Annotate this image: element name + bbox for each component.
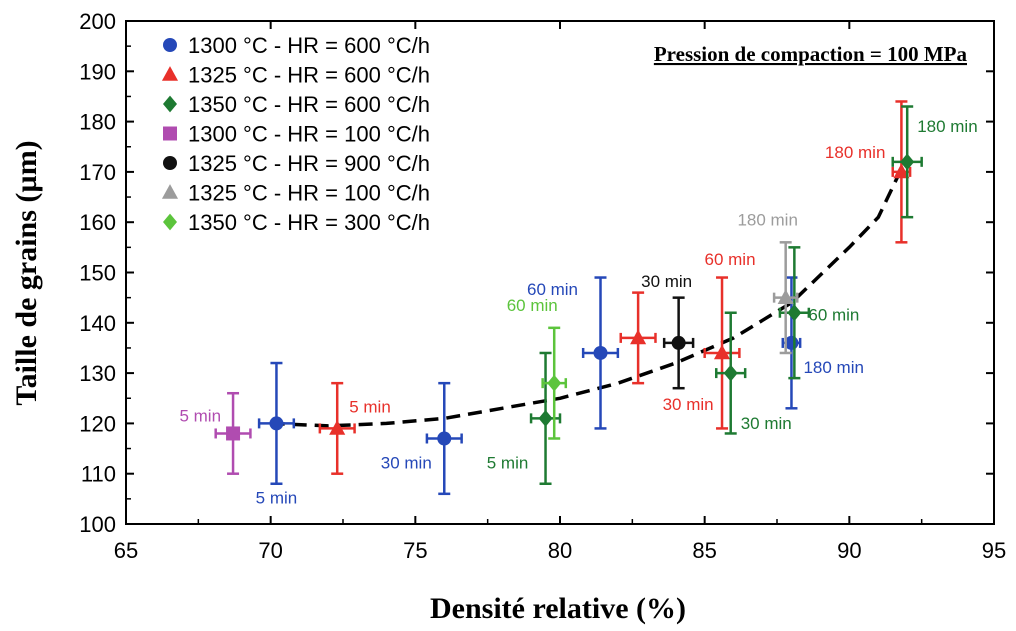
point-marker [671,335,686,350]
legend-label: 1300 °C - HR = 600 °C/h [188,33,430,58]
y-tick-label: 130 [79,361,116,386]
point-marker [900,153,915,171]
chart-annotation: Pression de compaction = 100 MPa [654,42,968,66]
data-point [714,311,747,435]
point-marker [437,431,452,446]
point-label: 180 min [917,117,977,136]
legend-item: 1325 °C - HR = 900 °C/h [163,151,430,176]
data-point [619,291,657,385]
x-tick-label: 65 [114,538,138,563]
legend-marker [161,66,179,81]
point-marker [593,345,608,360]
legend: 1300 °C - HR = 600 °C/h 1325 °C - HR = 60… [161,33,430,235]
x-tick-label: 95 [982,538,1006,563]
legend-marker [161,184,179,199]
point-labels-layer: 5 min 30 min 60 min 180 min 5 min 30 min 60 mi… [179,117,977,508]
x-tick-label: 90 [837,538,861,563]
legend-item: 1300 °C - HR = 100 °C/h [163,122,430,147]
legend-item: 1325 °C - HR = 600 °C/h [161,63,430,88]
legend-label: 1325 °C - HR = 600 °C/h [188,63,430,88]
legend-label: 1350 °C - HR = 600 °C/h [188,92,430,117]
data-point [425,381,463,496]
point-label: 5 min [179,406,221,425]
y-tick-label: 190 [79,59,116,84]
x-tick-label: 80 [548,538,572,563]
legend-item: 1350 °C - HR = 600 °C/h [163,92,430,117]
point-marker [226,426,241,441]
point-marker [630,329,647,345]
point-marker [787,304,802,322]
data-point [891,105,923,219]
x-axis-title: Densité relative (%) [430,592,686,625]
point-label: 180 min [825,143,885,162]
data-point [703,276,741,430]
legend-marker [163,213,177,231]
data-point [257,361,296,486]
trend-curve-layer [270,156,909,428]
point-marker [713,344,731,360]
y-tick-label: 160 [79,210,116,235]
point-marker [777,289,794,304]
y-tick-label: 180 [79,110,116,135]
point-label: 180 min [737,211,797,230]
point-label: 180 min [803,358,863,377]
y-tick-label: 100 [79,512,116,537]
data-point [581,276,620,430]
point-marker [723,364,738,382]
legend-marker [163,95,177,113]
y-tick-label: 120 [79,411,116,436]
point-label: 30 min [381,453,432,472]
axes: 65 70 75 80 85 90 95 100 110 120 130 140 150 160 170 18… [79,9,1006,563]
point-label: 5 min [487,453,529,472]
point-marker [329,420,346,435]
legend-marker [163,38,177,52]
trend-curve [270,156,909,428]
legend-label: 1325 °C - HR = 900 °C/h [188,151,430,176]
point-label: 30 min [663,395,714,414]
legend-marker [163,156,177,170]
point-marker [538,409,553,427]
data-point [214,391,252,475]
y-tick-label: 170 [79,160,116,185]
data-point [318,381,356,475]
point-label: 30 min [741,414,792,433]
point-label: 5 min [349,397,391,416]
point-label: 60 min [527,280,578,299]
legend-label: 1325 °C - HR = 100 °C/h [188,181,430,206]
legend-item: 1325 °C - HR = 100 °C/h [161,181,430,206]
x-tick-label: 75 [403,538,427,563]
x-tick-label: 85 [692,538,716,563]
legend-label: 1300 °C - HR = 100 °C/h [188,122,430,147]
data-point [662,296,695,390]
y-axis-title: Taille de grains (µm) [10,140,43,405]
data-points-layer [214,100,923,496]
point-marker [547,374,562,392]
y-tick-label: 200 [79,9,116,34]
data-point [529,351,562,486]
point-marker [269,416,284,431]
data-point [891,100,912,244]
point-label: 30 min [641,272,692,291]
legend-marker [163,126,177,141]
legend-item: 1350 °C - HR = 300 °C/h [163,210,430,235]
data-point [541,326,568,440]
y-tick-label: 140 [79,311,116,336]
point-label: 5 min [256,488,298,507]
y-tick-label: 150 [79,261,116,286]
point-label: 60 min [705,250,756,269]
point-label: 60 min [507,296,558,315]
x-tick-label: 70 [258,538,282,563]
y-tick-label: 110 [81,462,116,487]
point-marker [893,163,910,179]
data-point [772,241,799,355]
legend-item: 1300 °C - HR = 600 °C/h [163,33,430,58]
legend-label: 1350 °C - HR = 300 °C/h [188,210,430,235]
point-label: 60 min [808,306,859,325]
